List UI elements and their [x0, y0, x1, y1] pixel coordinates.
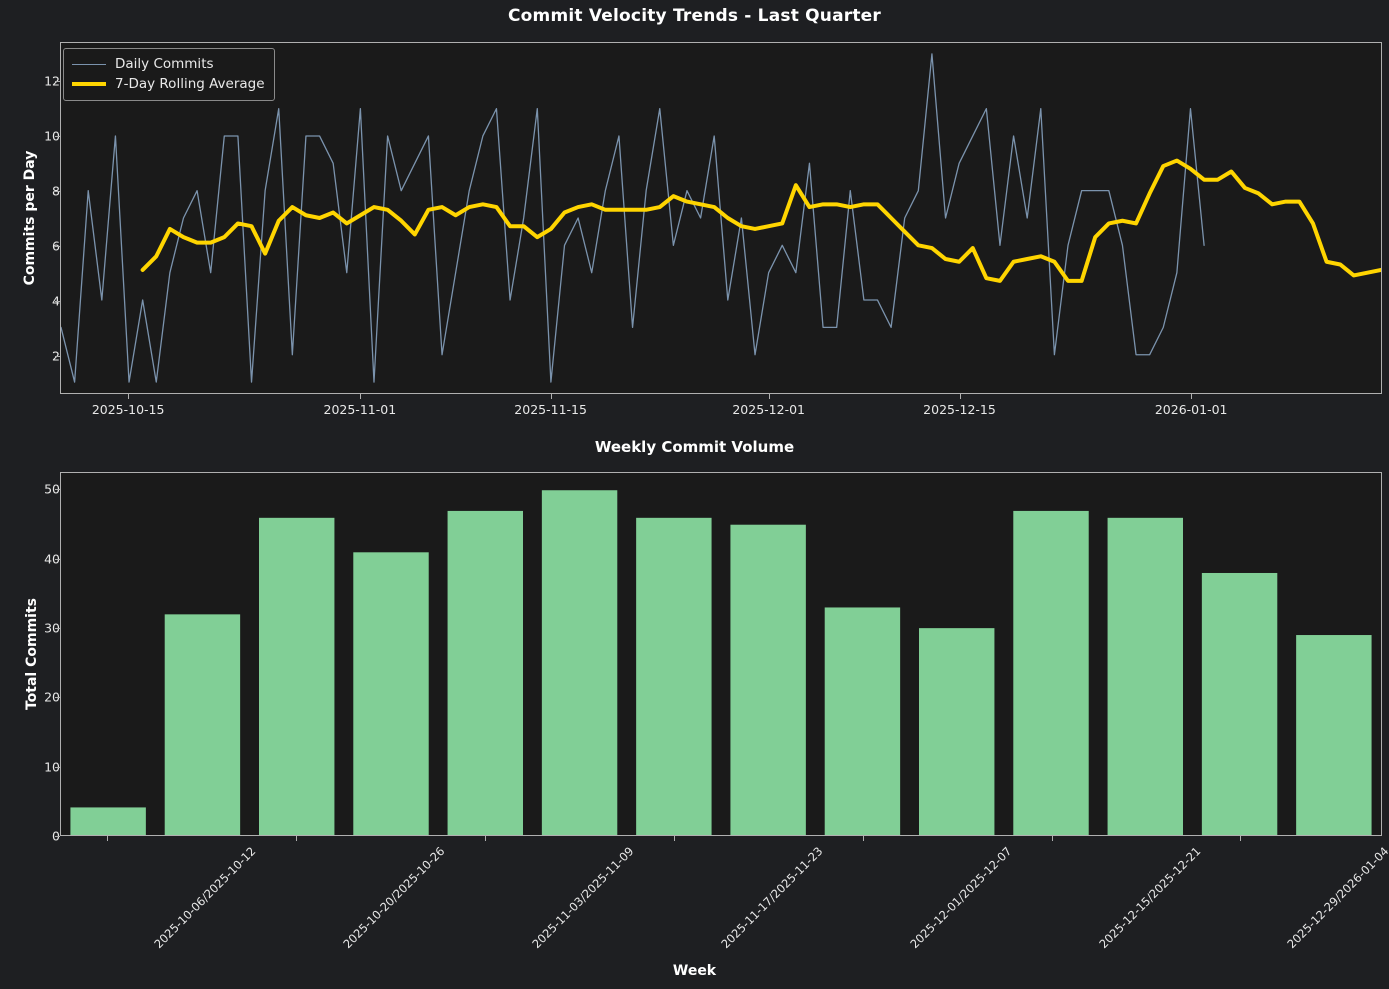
y-tick-label: 10 [44, 128, 60, 143]
y-tick-label: 50 [44, 481, 60, 497]
y-tick-mark [55, 836, 60, 837]
bar-chart-axes [60, 472, 1382, 836]
bar-chart-y-axis-label: Total Commits [24, 598, 40, 711]
y-tick-label: 12 [44, 73, 60, 88]
x-tick-mark [1051, 836, 1053, 841]
x-tick-label: 2025-10-20/2025-10-26 [340, 844, 448, 952]
x-tick-label: 2025-11-03/2025-11-09 [529, 844, 637, 952]
x-tick-mark [359, 394, 361, 399]
y-tick-label: 10 [44, 759, 60, 775]
line-chart-y-axis-label: Commits per Day [22, 150, 38, 286]
y-tick-mark [55, 489, 60, 491]
legend-item-daily-commits: Daily Commits [72, 54, 265, 74]
legend-label: 7-Day Rolling Average [115, 76, 265, 92]
x-tick-mark [673, 836, 675, 841]
figure-title: Commit Velocity Trends - Last Quarter [508, 6, 881, 26]
x-tick-label: 2025-11-15 [514, 402, 587, 417]
y-tick-mark [55, 766, 60, 768]
y-tick-mark [55, 135, 60, 137]
y-tick-label: 30 [44, 620, 60, 636]
y-tick-mark [55, 628, 60, 629]
x-tick-label: 2025-10-06/2025-10-12 [151, 844, 259, 952]
y-tick-mark [55, 300, 60, 302]
x-tick-label: 2025-11-17/2025-11-23 [718, 844, 826, 952]
y-tick-mark [55, 697, 60, 699]
x-tick-mark [959, 394, 961, 399]
x-tick-label: 2025-12-01 [732, 402, 806, 417]
line-chart-axes [60, 42, 1382, 394]
y-tick-mark [55, 355, 60, 357]
x-tick-label: 2025-12-01/2025-12-07 [906, 844, 1015, 952]
daily-commits-line-icon [72, 63, 106, 65]
x-tick-label: 2026-01-01 [1154, 402, 1228, 417]
x-tick-mark [484, 836, 486, 841]
x-tick-label: 2025-12-15/2025-12-21 [1095, 844, 1203, 952]
y-tick-mark [55, 80, 60, 82]
x-tick-mark [296, 836, 298, 841]
bar-chart-x-axis-label: Week [672, 963, 717, 979]
legend-label: Daily Commits [115, 56, 214, 72]
y-tick-label: 20 [44, 689, 60, 705]
x-tick-mark [1240, 836, 1242, 841]
bar-chart-plot [70, 490, 1372, 835]
legend: Daily Commits 7-Day Rolling Average [63, 48, 275, 101]
x-tick-mark [1191, 394, 1193, 399]
rolling-average-line-icon [72, 82, 106, 86]
legend-item-rolling-average: 7-Day Rolling Average [72, 74, 265, 94]
x-tick-label: 2025-12-29/2026-01-04 [1284, 844, 1389, 952]
x-tick-mark [550, 394, 552, 399]
y-tick-mark [55, 190, 60, 192]
x-tick-label: 2025-10-15 [91, 402, 165, 417]
bar-chart-title: Weekly Commit Volume [594, 438, 795, 456]
y-tick-mark [55, 558, 60, 560]
x-tick-mark [862, 836, 864, 841]
x-tick-label: 2025-12-15 [923, 402, 996, 417]
y-tick-mark [55, 245, 60, 247]
line-chart-plot [61, 43, 1381, 393]
x-tick-label: 2025-11-01 [323, 402, 397, 417]
y-tick-label: 40 [44, 551, 60, 567]
x-tick-mark [128, 394, 130, 399]
x-tick-mark [107, 836, 109, 841]
x-tick-mark [768, 394, 770, 399]
